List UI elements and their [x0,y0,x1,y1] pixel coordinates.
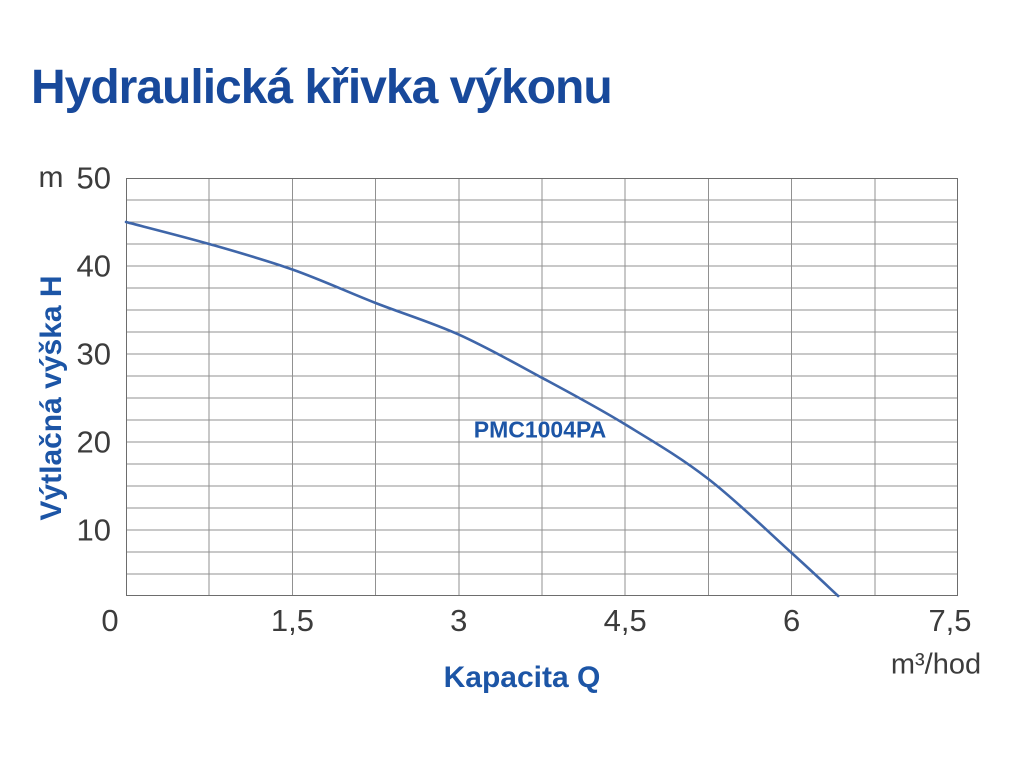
y-tick-label: 20 [76,424,111,460]
chart-title: Hydraulická křivka výkonu [31,61,613,114]
plot-area [124,177,959,598]
y-axis-unit-label: m [38,161,64,194]
y-tick-label: 50 [76,160,111,196]
plot-border [125,177,959,597]
y-tick-label: 10 [76,512,111,548]
x-tick-label: 0 [101,603,119,638]
grid-lines [126,178,958,596]
y-tick-label: 40 [76,248,111,284]
x-tick-label: 6 [782,603,801,638]
x-tick-label: 1,5 [270,603,314,638]
x-tick-label: 3 [450,603,468,638]
x-tick-label: 7,5 [928,603,972,638]
x-axis-title: Kapacita Q [443,661,601,694]
y-tick-label: 30 [76,336,111,372]
x-axis-unit-label: m³/hod [890,648,982,681]
x-tick-label: 4,5 [603,603,647,638]
performance-curve [124,220,840,598]
series-label: PMC1004PA [473,416,607,443]
y-axis-title: Výtlačná výška H [35,275,68,521]
